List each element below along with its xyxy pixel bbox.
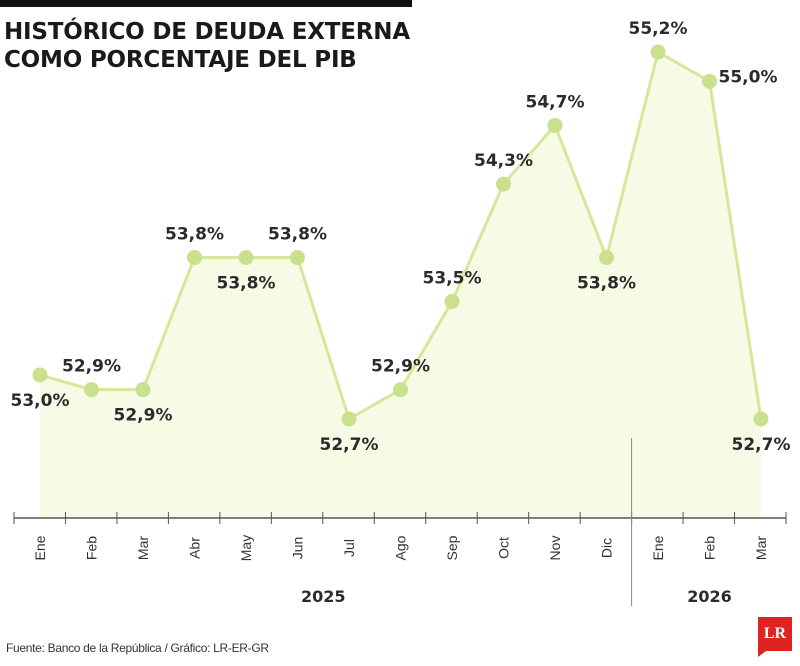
data-point-4 — [238, 250, 254, 266]
x-tick-label-jun: Jun — [290, 537, 306, 560]
data-label-layer: 53,0% 52,9% 52,9% 53,8% 53,8% 53,8% 52,7% 52,9%… — [11, 19, 791, 455]
data-label-0: 53,0% — [11, 391, 70, 411]
data-point-5 — [290, 250, 305, 266]
data-point-1 — [84, 382, 99, 398]
area-fill-layer — [40, 52, 761, 518]
chart-title-line-1: HISTÓRICO DE DEUDA EXTERNA — [4, 19, 410, 45]
lr-logo: LR — [758, 617, 792, 657]
data-label-13: 55,0% — [719, 67, 778, 87]
data-point-8 — [444, 294, 460, 310]
data-label-11: 53,8% — [577, 274, 636, 294]
x-tick-label-mar: Mar — [753, 536, 769, 560]
x-tick-label-abr: Abr — [187, 537, 203, 559]
x-axis: Ene Feb Mar Abr May Jun Jul Ago Sep Oct Nov Dic Ene F… — [13, 438, 787, 606]
data-label-10: 54,7% — [526, 92, 585, 112]
x-tick-label-nov: Nov — [547, 536, 563, 561]
data-point-7 — [393, 382, 408, 398]
x-tick-label-ene: Ene — [32, 535, 48, 560]
x-tick-label-may: May — [238, 535, 254, 561]
data-label-4: 53,8% — [217, 274, 276, 294]
x-tick-label-ago: Ago — [393, 535, 409, 560]
chart-title: HISTÓRICO DE DEUDA EXTERNA COMO PORCENTA… — [4, 18, 410, 74]
x-tick-label-mar: Mar — [135, 536, 151, 560]
data-point-2 — [135, 382, 151, 398]
data-point-3 — [187, 250, 202, 266]
chart-title-line-2: COMO PORCENTAJE DEL PIB — [4, 47, 357, 73]
data-point-12 — [650, 44, 666, 60]
year-label-2026: 2026 — [687, 587, 732, 606]
x-tick-label-feb: Feb — [702, 536, 718, 560]
x-tick-label-ene: Ene — [650, 535, 666, 560]
x-tick-label-feb: Feb — [84, 536, 100, 560]
x-tick-label-oct: Oct — [496, 537, 512, 559]
data-point-9 — [496, 176, 511, 192]
data-label-8: 53,5% — [423, 269, 482, 289]
data-point-0 — [32, 367, 48, 383]
data-label-2: 52,9% — [114, 406, 173, 426]
data-label-6: 52,7% — [320, 435, 379, 455]
data-label-5: 53,8% — [268, 225, 327, 245]
data-point-6 — [341, 411, 357, 427]
source-note: Fuente: Banco de la República / Gráfico:… — [6, 641, 269, 655]
data-label-14: 52,7% — [732, 435, 791, 455]
year-label-2025: 2025 — [301, 587, 346, 606]
area-fill — [40, 52, 761, 518]
data-point-10 — [547, 117, 563, 133]
data-point-13 — [702, 73, 717, 89]
data-label-9: 54,3% — [474, 151, 533, 171]
data-point-11 — [599, 250, 614, 266]
x-tick-label-jul: Jul — [341, 539, 357, 557]
data-label-1: 52,9% — [62, 357, 121, 377]
x-tick-label-dic: Dic — [599, 538, 615, 558]
data-label-3: 53,8% — [165, 225, 224, 245]
top-rule — [0, 0, 412, 7]
data-point-14 — [753, 411, 769, 427]
data-label-7: 52,9% — [371, 357, 430, 377]
data-label-12: 55,2% — [629, 19, 688, 39]
marker-layer — [32, 44, 769, 427]
x-tick-label-sep: Sep — [444, 535, 460, 560]
